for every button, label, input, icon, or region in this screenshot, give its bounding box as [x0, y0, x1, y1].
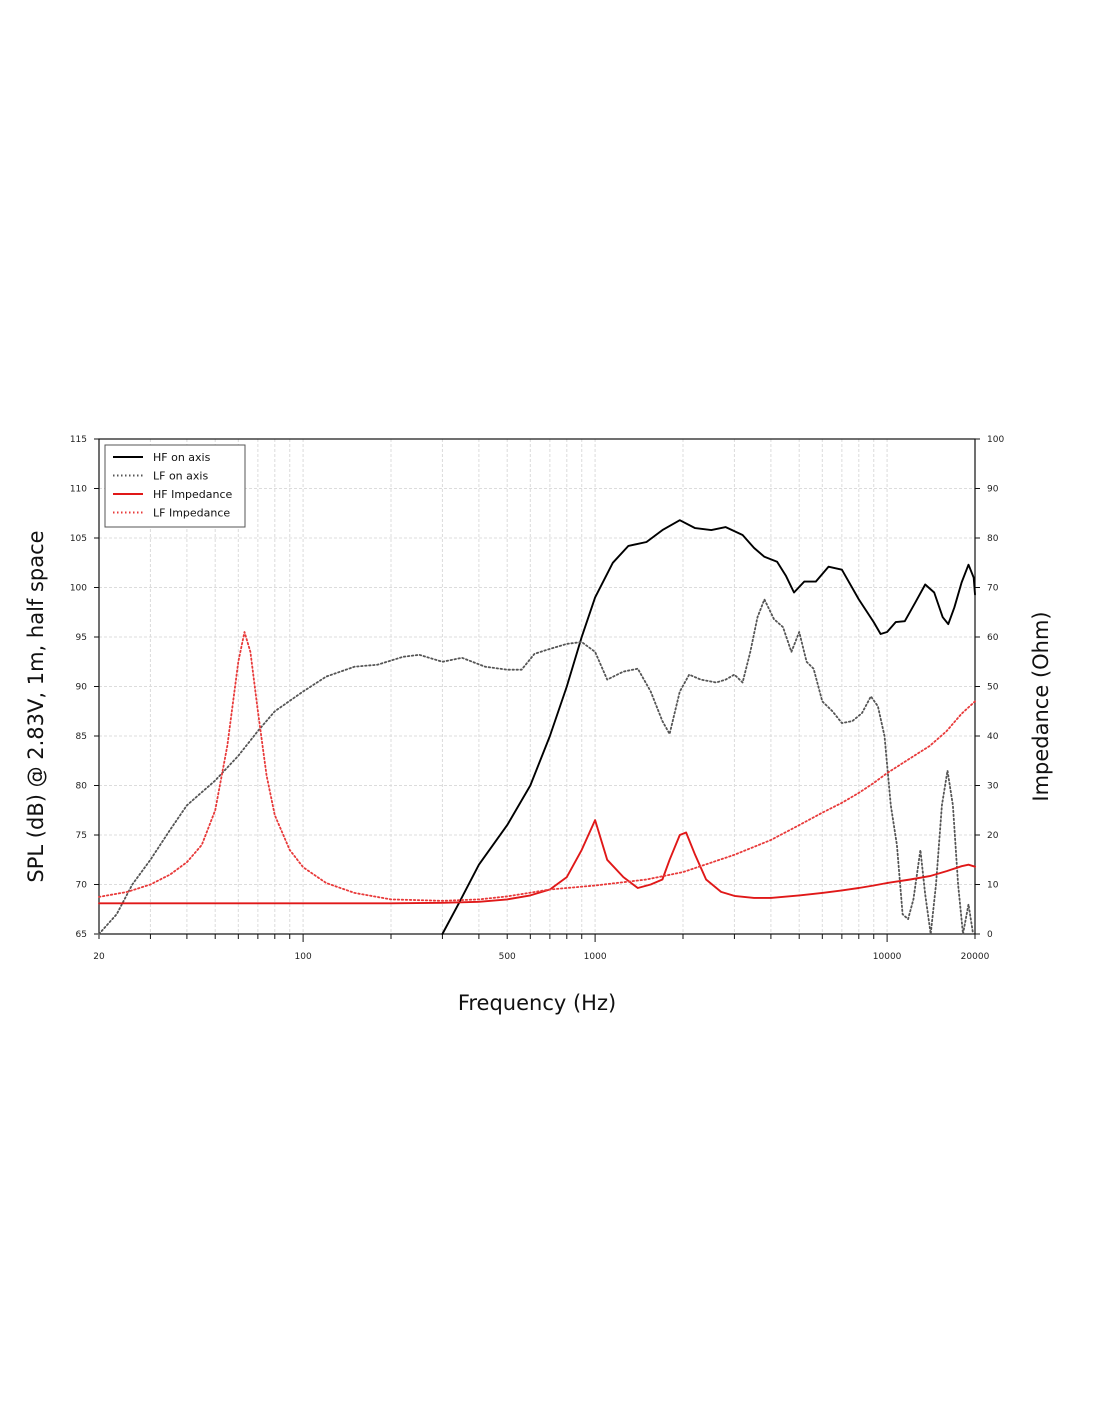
y-tick-label-right: 60	[987, 633, 999, 643]
y-tick-label-left: 90	[76, 683, 88, 693]
x-tick-label: 20	[93, 952, 105, 962]
legend-box	[104, 444, 246, 528]
y-tick-label-right: 50	[987, 683, 999, 693]
y-tick-label-right: 0	[987, 930, 993, 940]
right-y-axis-title: Impedance (Ohm)	[1029, 611, 1053, 801]
y-tick-label-right: 70	[987, 584, 999, 594]
tick-labels: 20 100 500 1000 10000 20000657075808590951001…	[70, 435, 1005, 962]
y-tick-label-left: 95	[76, 633, 87, 643]
y-tick-label-left: 65	[76, 930, 87, 940]
y-tick-label-left: 80	[76, 782, 88, 792]
y-tick-label-left: 115	[70, 435, 87, 445]
y-tick-label-right: 20	[987, 831, 999, 841]
x-tick-label: 10000	[873, 952, 902, 962]
y-tick-label-right: 30	[987, 782, 999, 792]
plot-frame	[98, 438, 976, 935]
series-line-lf-on-axis	[98, 598, 974, 935]
legend-label-hf-impedance: HF Impedance	[153, 488, 233, 501]
x-tick-label: 1000	[584, 952, 607, 962]
series-line-hf-impedance	[98, 819, 976, 905]
series-line-lf-impedance	[98, 631, 976, 902]
legend-label-lf-impedance: LF Impedance	[153, 507, 230, 520]
series-line-hf-on-axis	[441, 519, 976, 935]
y-tick-label-right: 40	[987, 732, 999, 742]
y-tick-label-left: 70	[76, 881, 88, 891]
legend-label-lf-on-axis: LF on axis	[153, 470, 208, 483]
series-layer	[98, 519, 976, 935]
y-tick-label-left: 110	[70, 485, 87, 495]
y-tick-label-left: 105	[70, 534, 87, 544]
legend-label-hf-on-axis: HF on axis	[153, 451, 211, 464]
x-axis-title: Frequency (Hz)	[458, 991, 616, 1015]
left-y-axis-title: SPL (dB) @ 2.83V, 1m, half space	[24, 530, 48, 882]
x-tick-label: 100	[295, 952, 312, 962]
y-tick-label-right: 80	[987, 534, 999, 544]
y-tick-label-right: 90	[987, 485, 999, 495]
y-tick-label-left: 85	[76, 732, 87, 742]
y-tick-label-left: 100	[70, 584, 87, 594]
y-tick-label-left: 75	[76, 831, 87, 841]
legend: HF on axis LF on axis HF Impedance LF Imped…	[104, 444, 246, 528]
y-tick-label-right: 100	[987, 435, 1004, 445]
x-tick-label: 20000	[961, 952, 990, 962]
x-tick-label: 500	[499, 952, 516, 962]
y-tick-label-right: 10	[987, 881, 999, 891]
